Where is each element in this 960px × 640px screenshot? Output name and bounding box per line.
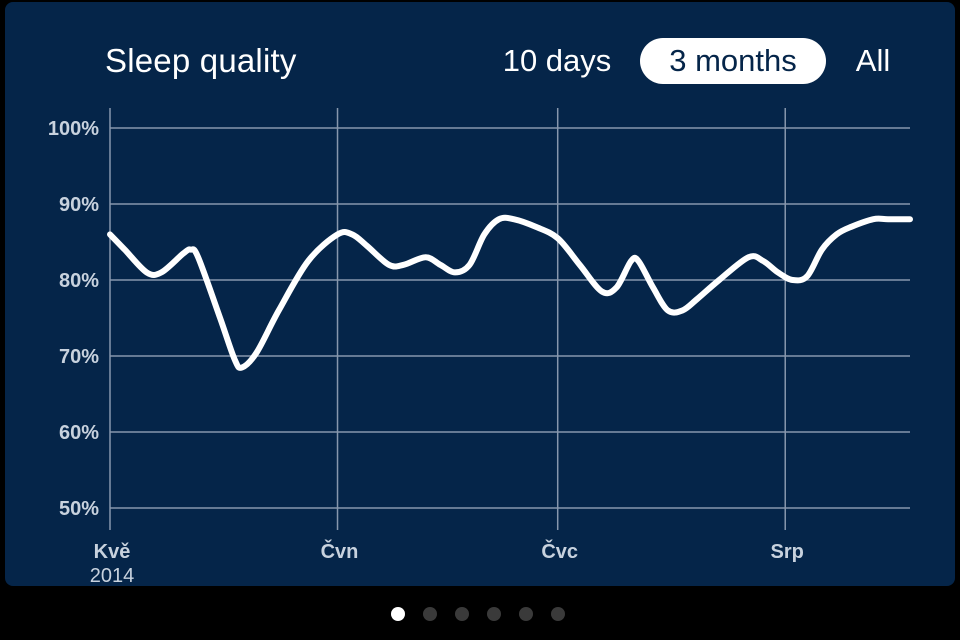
page-dot[interactable]: [551, 607, 565, 621]
range-10-days-button[interactable]: 10 days: [502, 43, 612, 78]
series-layer: [107, 214, 913, 371]
page-dot[interactable]: [487, 607, 501, 621]
chart-title: Sleep quality: [105, 42, 297, 79]
page-dot[interactable]: [519, 607, 533, 621]
y-axis-ticks: 100% 90% 80% 70% 60% 50%: [48, 118, 99, 520]
x-tick-sublabel: 2014: [90, 565, 135, 586]
chart-panel: Sleep quality 10 days 3 months All 100% 9…: [5, 2, 955, 586]
x-tick-label: Čvc: [541, 539, 578, 563]
y-tick-label: 80%: [59, 270, 99, 292]
x-tick-label: Čvn: [321, 539, 359, 563]
y-tick-label: 70%: [59, 346, 99, 368]
grid: [109, 108, 910, 530]
x-tick-label: Srp: [771, 541, 804, 563]
y-tick-label: 60%: [59, 422, 99, 444]
y-tick-label: 90%: [59, 194, 99, 216]
page-dot[interactable]: [423, 607, 437, 621]
y-tick-label: 50%: [59, 498, 99, 520]
x-tick-label: Kvě: [94, 541, 131, 563]
y-tick-label: 100%: [48, 118, 99, 140]
range-3-months-button[interactable]: 3 months: [640, 38, 826, 84]
range-all-button[interactable]: All: [855, 43, 891, 78]
page-indicator: [0, 604, 960, 624]
page-dot[interactable]: [391, 607, 405, 621]
sleep-quality-line: [107, 214, 913, 371]
page-dot[interactable]: [455, 607, 469, 621]
